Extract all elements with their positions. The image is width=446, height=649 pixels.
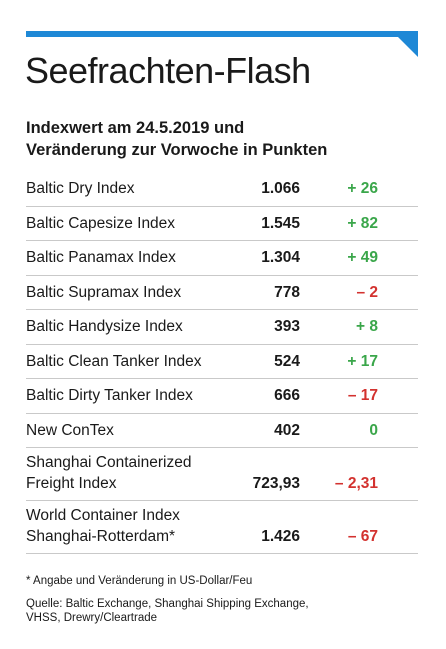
table-row: New ConTex 402 0: [26, 414, 418, 448]
index-name: Baltic Dirty Tanker Index: [26, 387, 193, 404]
table-row: Baltic Supramax Index 778 – 2: [26, 276, 418, 310]
index-name: Shanghai Containerized Freight Index: [26, 454, 192, 492]
subtitle-line-1: Indexwert am 24.5.2019 und: [26, 119, 245, 137]
table-row: World Container Index Shanghai-Rotterdam…: [26, 501, 418, 554]
index-value: 402: [274, 421, 300, 439]
index-value: 1.545: [261, 214, 300, 232]
subtitle-line-2: Veränderung zur Vorwoche in Punkten: [26, 141, 328, 159]
index-change: + 49: [347, 249, 378, 266]
index-table: Baltic Dry Index 1.066 + 26 Baltic Capes…: [26, 172, 418, 554]
source-note: Quelle: Baltic Exchange, Shanghai Shippi…: [26, 597, 418, 625]
index-change: – 2: [356, 283, 378, 301]
table-row: Baltic Panamax Index 1.304 + 49: [26, 241, 418, 276]
index-name: New ConTex: [26, 421, 114, 439]
table-row: Baltic Handysize Index 393 + 8: [26, 310, 418, 345]
index-value: 1.304: [261, 249, 300, 266]
index-value: 524: [274, 352, 300, 370]
table-row: Baltic Dirty Tanker Index 666 – 17: [26, 379, 418, 414]
index-change: + 82: [347, 214, 378, 232]
index-change: + 8: [356, 318, 378, 335]
index-change: 0: [369, 421, 378, 439]
index-value: 1.066: [261, 180, 300, 197]
table-row: Baltic Clean Tanker Index 524 + 17: [26, 345, 418, 379]
source-line-2: VHSS, Drewry/Cleartrade: [26, 612, 158, 624]
index-change: + 17: [347, 352, 378, 370]
index-name: Baltic Supramax Index: [26, 283, 182, 301]
index-value: 778: [274, 283, 300, 301]
index-value: 1.426: [261, 528, 300, 545]
source-line-1: Quelle: Baltic Exchange, Shanghai Shippi…: [26, 598, 309, 610]
index-name: Baltic Capesize Index: [26, 214, 176, 232]
index-change: – 67: [347, 528, 378, 545]
table-row: Shanghai Containerized Freight Index 723…: [26, 448, 418, 501]
index-name: World Container Index Shanghai-Rotterdam…: [26, 507, 180, 545]
table-row: Baltic Capesize Index 1.545 + 82: [26, 207, 418, 241]
index-name: Baltic Dry Index: [26, 180, 135, 197]
footnote: * Angabe und Veränderung in US-Dollar/Fe…: [26, 575, 253, 587]
index-name: Baltic Clean Tanker Index: [26, 352, 202, 370]
index-name: Baltic Handysize Index: [26, 318, 183, 335]
top-accent-rule: [26, 31, 418, 37]
table-row: Baltic Dry Index 1.066 + 26: [26, 172, 418, 207]
index-change: – 2,31: [334, 475, 378, 492]
table-subtitle: Indexwert am 24.5.2019 und Veränderung z…: [26, 117, 418, 161]
index-change: – 17: [347, 387, 378, 404]
index-value: 723,93: [252, 475, 300, 492]
page-title: Seefrachten-Flash: [25, 50, 311, 91]
index-value: 393: [274, 318, 300, 335]
index-value: 666: [274, 387, 300, 404]
index-name: Baltic Panamax Index: [26, 249, 176, 266]
index-change: + 26: [347, 180, 378, 197]
